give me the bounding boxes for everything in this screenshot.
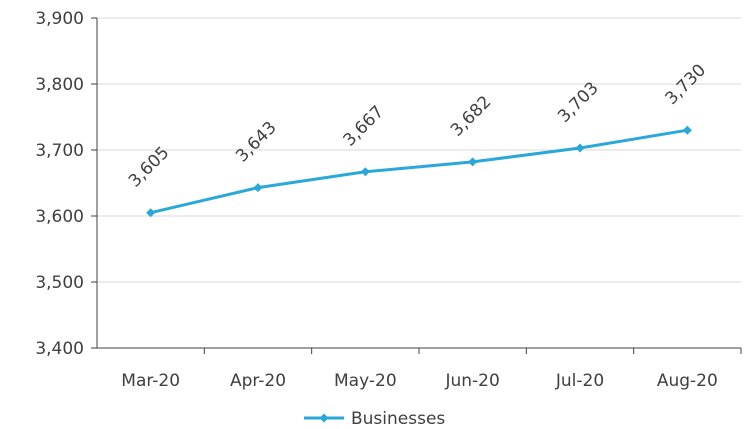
legend-marker: [319, 413, 329, 423]
x-tick-label: Mar-20: [121, 371, 180, 391]
y-tick-label: 3,900: [35, 9, 84, 29]
data-label: 3,730: [662, 60, 711, 109]
x-tick-label: Apr-20: [230, 371, 286, 391]
data-label: 3,682: [447, 92, 496, 141]
legend: Businesses: [304, 409, 445, 429]
data-point-marker: [146, 208, 156, 218]
series-businesses: [146, 125, 692, 218]
y-tick-label: 3,500: [35, 273, 84, 293]
y-tick-label: 3,400: [35, 339, 84, 359]
x-tick-label: Jun-20: [444, 371, 499, 391]
data-label: 3,667: [340, 102, 389, 151]
y-tick-label: 3,700: [35, 141, 84, 161]
data-point-marker: [360, 167, 370, 177]
series-line: [150, 128, 688, 215]
y-axis-tick-labels: 3,400 3,500 3,600 3,700 3,800 3,900: [35, 9, 84, 359]
y-tick-label: 3,600: [35, 207, 84, 227]
x-tick-label: Jul-20: [555, 371, 604, 391]
x-tick-label: May-20: [334, 371, 397, 391]
data-label: 3,643: [232, 118, 281, 167]
data-point-marker: [253, 183, 263, 193]
data-point-marker: [575, 143, 585, 153]
axes: [91, 17, 742, 354]
data-point-marker: [682, 125, 692, 135]
y-tick-label: 3,800: [35, 75, 84, 95]
x-tick-label: Aug-20: [657, 371, 718, 391]
x-axis-tick-labels: Mar-20 Apr-20 May-20 Jun-20 Jul-20 Aug-20: [121, 371, 718, 391]
legend-label-businesses: Businesses: [351, 409, 445, 429]
gridlines: [97, 17, 741, 283]
data-label: 3,703: [554, 78, 603, 127]
data-point-marker: [468, 157, 478, 167]
